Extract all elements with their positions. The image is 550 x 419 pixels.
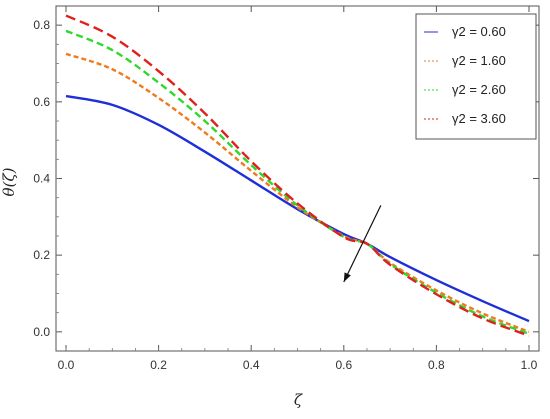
y-tick-label: 0.6 (33, 95, 50, 109)
arrow-shaft (343, 205, 382, 283)
axis-ticks: 0.0 0.2 0.4 0.6 0.8 1.0 0.0 0.2 0.4 0.6 0.8 (33, 6, 539, 372)
legend-label-2: γ2 = 1.60 (452, 53, 506, 68)
series-line-2 (65, 52, 530, 333)
x-tick-label: 0.0 (58, 358, 75, 372)
legend-label-1: γ2 = 0.60 (452, 24, 506, 39)
y-tick-label: 0.0 (33, 325, 50, 339)
x-tick-label: 0.8 (428, 358, 445, 372)
x-axis-title: ζ (294, 391, 303, 409)
annotation-arrow (343, 205, 382, 283)
x-tick-label: 0.4 (243, 358, 260, 372)
x-tick-label: 0.2 (150, 358, 167, 372)
y-tick-label: 0.4 (33, 172, 50, 186)
series-line-4 (65, 14, 530, 337)
legend-label-4: γ2 = 3.60 (452, 111, 506, 126)
x-tick-label: 0.6 (335, 358, 352, 372)
legend: γ2 = 0.60 γ2 = 1.60 γ2 = 2.60 γ2 = 3.60 (415, 13, 537, 140)
y-tick-label: 0.2 (33, 248, 50, 262)
x-tick-label: 1.0 (521, 358, 538, 372)
legend-label-3: γ2 = 2.60 (452, 82, 506, 97)
y-axis-title: θ(ζ) (0, 167, 18, 196)
arrow-head (343, 272, 351, 282)
series-lines (65, 14, 530, 337)
legend-box (415, 13, 537, 140)
y-tick-label: 0.8 (33, 18, 50, 32)
